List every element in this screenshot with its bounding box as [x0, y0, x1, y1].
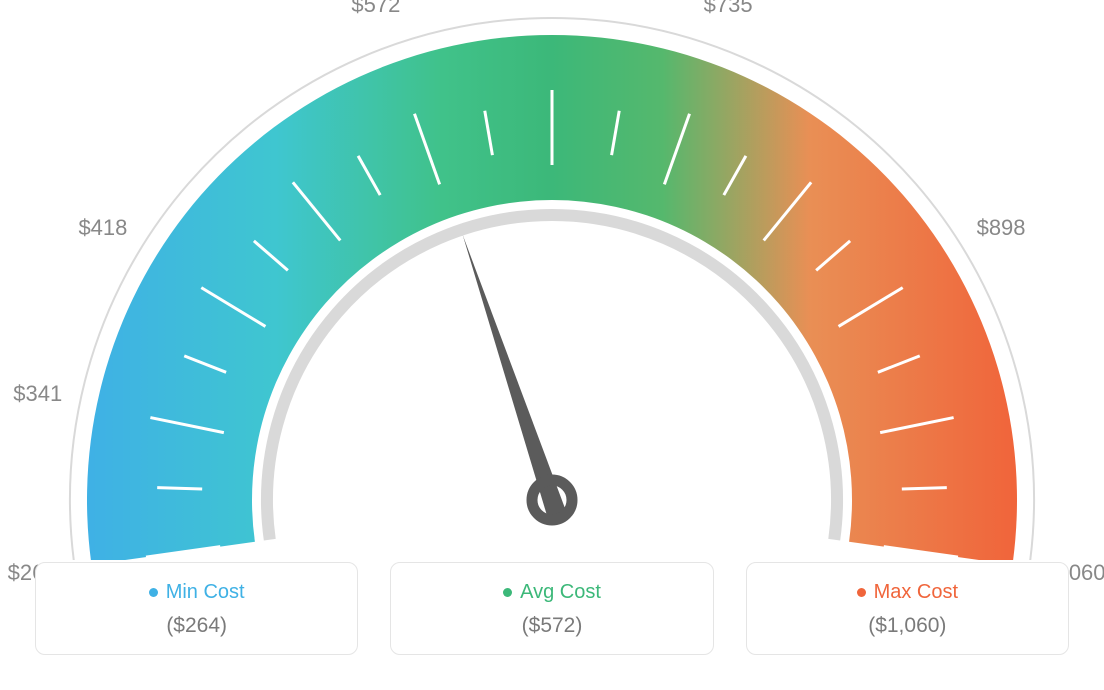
gauge-tick-label: $341: [13, 381, 62, 407]
gauge-area: $264$341$418$572$735$898$1,060: [0, 0, 1104, 560]
gauge-tick-label: $898: [977, 215, 1026, 241]
gauge-tick-label: $572: [351, 0, 400, 18]
legend-avg-title: Avg Cost: [503, 581, 601, 604]
cost-gauge-chart: $264$341$418$572$735$898$1,060 Min Cost …: [0, 0, 1104, 690]
legend-card-max: Max Cost ($1,060): [746, 562, 1069, 655]
gauge-svg: [0, 0, 1104, 560]
legend-avg-value: ($572): [403, 614, 700, 638]
legend-min-title: Min Cost: [149, 581, 245, 604]
legend-min-value: ($264): [48, 614, 345, 638]
gauge-tick-label: $735: [704, 0, 753, 18]
legend-card-avg: Avg Cost ($572): [390, 562, 713, 655]
legend-row: Min Cost ($264) Avg Cost ($572) Max Cost…: [35, 562, 1069, 655]
legend-card-min: Min Cost ($264): [35, 562, 358, 655]
legend-max-value: ($1,060): [759, 614, 1056, 638]
gauge-tick-label: $418: [78, 215, 127, 241]
legend-max-title: Max Cost: [857, 581, 958, 604]
